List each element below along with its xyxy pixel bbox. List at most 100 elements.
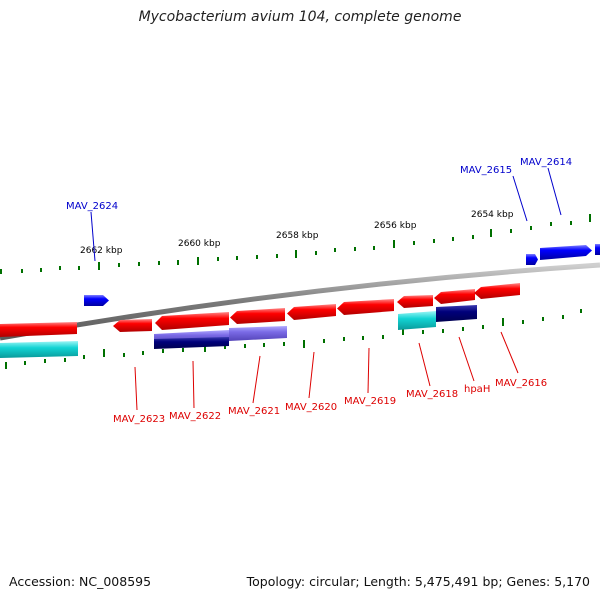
tick-mark [382,335,384,339]
tick-mark [21,269,23,273]
tick-mark [256,255,258,259]
leader-line [308,351,315,399]
tick-mark [354,247,356,251]
gene-arrow-partial[interactable] [595,244,600,255]
tick-mark [177,260,179,265]
leader-line [90,211,96,262]
gene-arrow-mav-2620[interactable] [287,304,336,320]
gene-label[interactable]: MAV_2614 [520,157,572,168]
tick-mark [295,250,297,258]
tick-mark [236,256,238,260]
inner-tick-ring [5,309,582,369]
tick-mark [589,214,591,222]
leader-line [418,342,431,387]
feature-bar-navy [154,337,229,349]
tick-mark [44,359,46,363]
tick-mark [217,257,219,261]
tick-mark [204,344,206,352]
gene-label[interactable]: MAV_2616 [495,378,547,389]
tick-mark [462,327,464,331]
tick-mark [182,348,184,352]
gene-arrow-mav-2614[interactable] [540,245,592,260]
scale-label: 2660 kbp [178,239,221,249]
gene-label[interactable]: MAV_2624 [66,201,118,212]
tick-mark [402,327,404,335]
scale-label: 2658 kbp [276,231,319,241]
gene-arrow-mav-2622[interactable] [155,312,229,330]
gene-labels: MAV_2624 MAV_2615 MAV_2614 MAV_2623 MAV_… [66,157,572,425]
gene-arrow-mav-2623[interactable] [113,319,152,332]
tick-mark [5,362,7,369]
tick-mark [334,248,336,252]
tick-mark [123,353,125,357]
forward-genes [84,244,600,306]
tick-mark [59,266,61,270]
leader-line [192,360,195,409]
gene-label[interactable]: MAV_2618 [406,389,458,400]
leader-lines [90,167,562,411]
gene-label[interactable]: MAV_2615 [460,165,512,176]
tick-mark [323,339,325,343]
leader-line [547,167,562,216]
scale-label: 2662 kbp [80,246,123,256]
tick-mark [343,337,345,341]
tick-mark [490,229,492,237]
tick-mark [413,241,415,245]
tick-mark [472,235,474,239]
tick-mark [522,320,524,324]
feature-bar-slate [229,326,287,341]
leader-line [134,366,138,411]
tick-mark [0,269,2,274]
gene-arrow-mav-2621[interactable] [230,308,285,324]
gene-arrow-mav-2624[interactable] [84,295,109,306]
tick-mark [138,262,140,266]
tick-mark [433,239,435,243]
tick-mark [142,351,144,355]
scale-label: 2656 kbp [374,221,417,231]
tick-mark [580,309,582,313]
gene-arrow-mav-2616[interactable] [474,283,520,299]
tick-mark [64,358,66,362]
tick-mark [224,345,226,349]
map-title: Mycobacterium avium 104, complete genome [138,9,462,25]
outer-tick-ring [0,214,591,274]
scale-label: 2654 kbp [471,210,514,220]
tick-mark [78,266,80,270]
tick-mark [570,221,572,225]
leader-line [252,355,261,404]
gene-label[interactable]: MAV_2623 [113,414,165,425]
feature-bar-cyan [0,341,78,358]
tick-mark [422,330,424,334]
tick-mark [482,325,484,329]
gene-label[interactable]: MAV_2620 [285,402,337,413]
tick-mark [452,237,454,241]
gene-arrow-mav-2618[interactable] [397,295,433,308]
gene-label[interactable]: MAV_2619 [344,396,396,407]
tick-mark [244,344,246,348]
gene-arrow-mav-2615[interactable] [526,254,538,265]
gene-label[interactable]: MAV_2622 [169,411,221,422]
tick-mark [362,336,364,340]
tick-mark [263,343,265,347]
feature-bar-cyan [398,311,436,330]
tick-mark [393,240,395,248]
tick-mark [530,226,532,230]
gene-arrow-mav-2619[interactable] [337,299,394,315]
gene-label[interactable]: MAV_2621 [228,406,280,417]
leader-line [512,175,528,222]
gene-arrow-partial[interactable] [0,322,77,337]
tick-mark [162,349,164,353]
tick-mark [83,355,85,359]
gene-arrow-hpah[interactable] [434,289,475,304]
gene-label[interactable]: hpaH [464,384,490,395]
tick-mark [24,361,26,365]
tick-mark [562,315,564,319]
tick-mark [373,246,375,250]
feature-bars [0,305,477,358]
tick-mark [197,257,199,265]
tick-mark [283,342,285,346]
tick-mark [118,263,120,267]
leader-line [458,336,475,382]
feature-bar-navy [436,305,477,322]
